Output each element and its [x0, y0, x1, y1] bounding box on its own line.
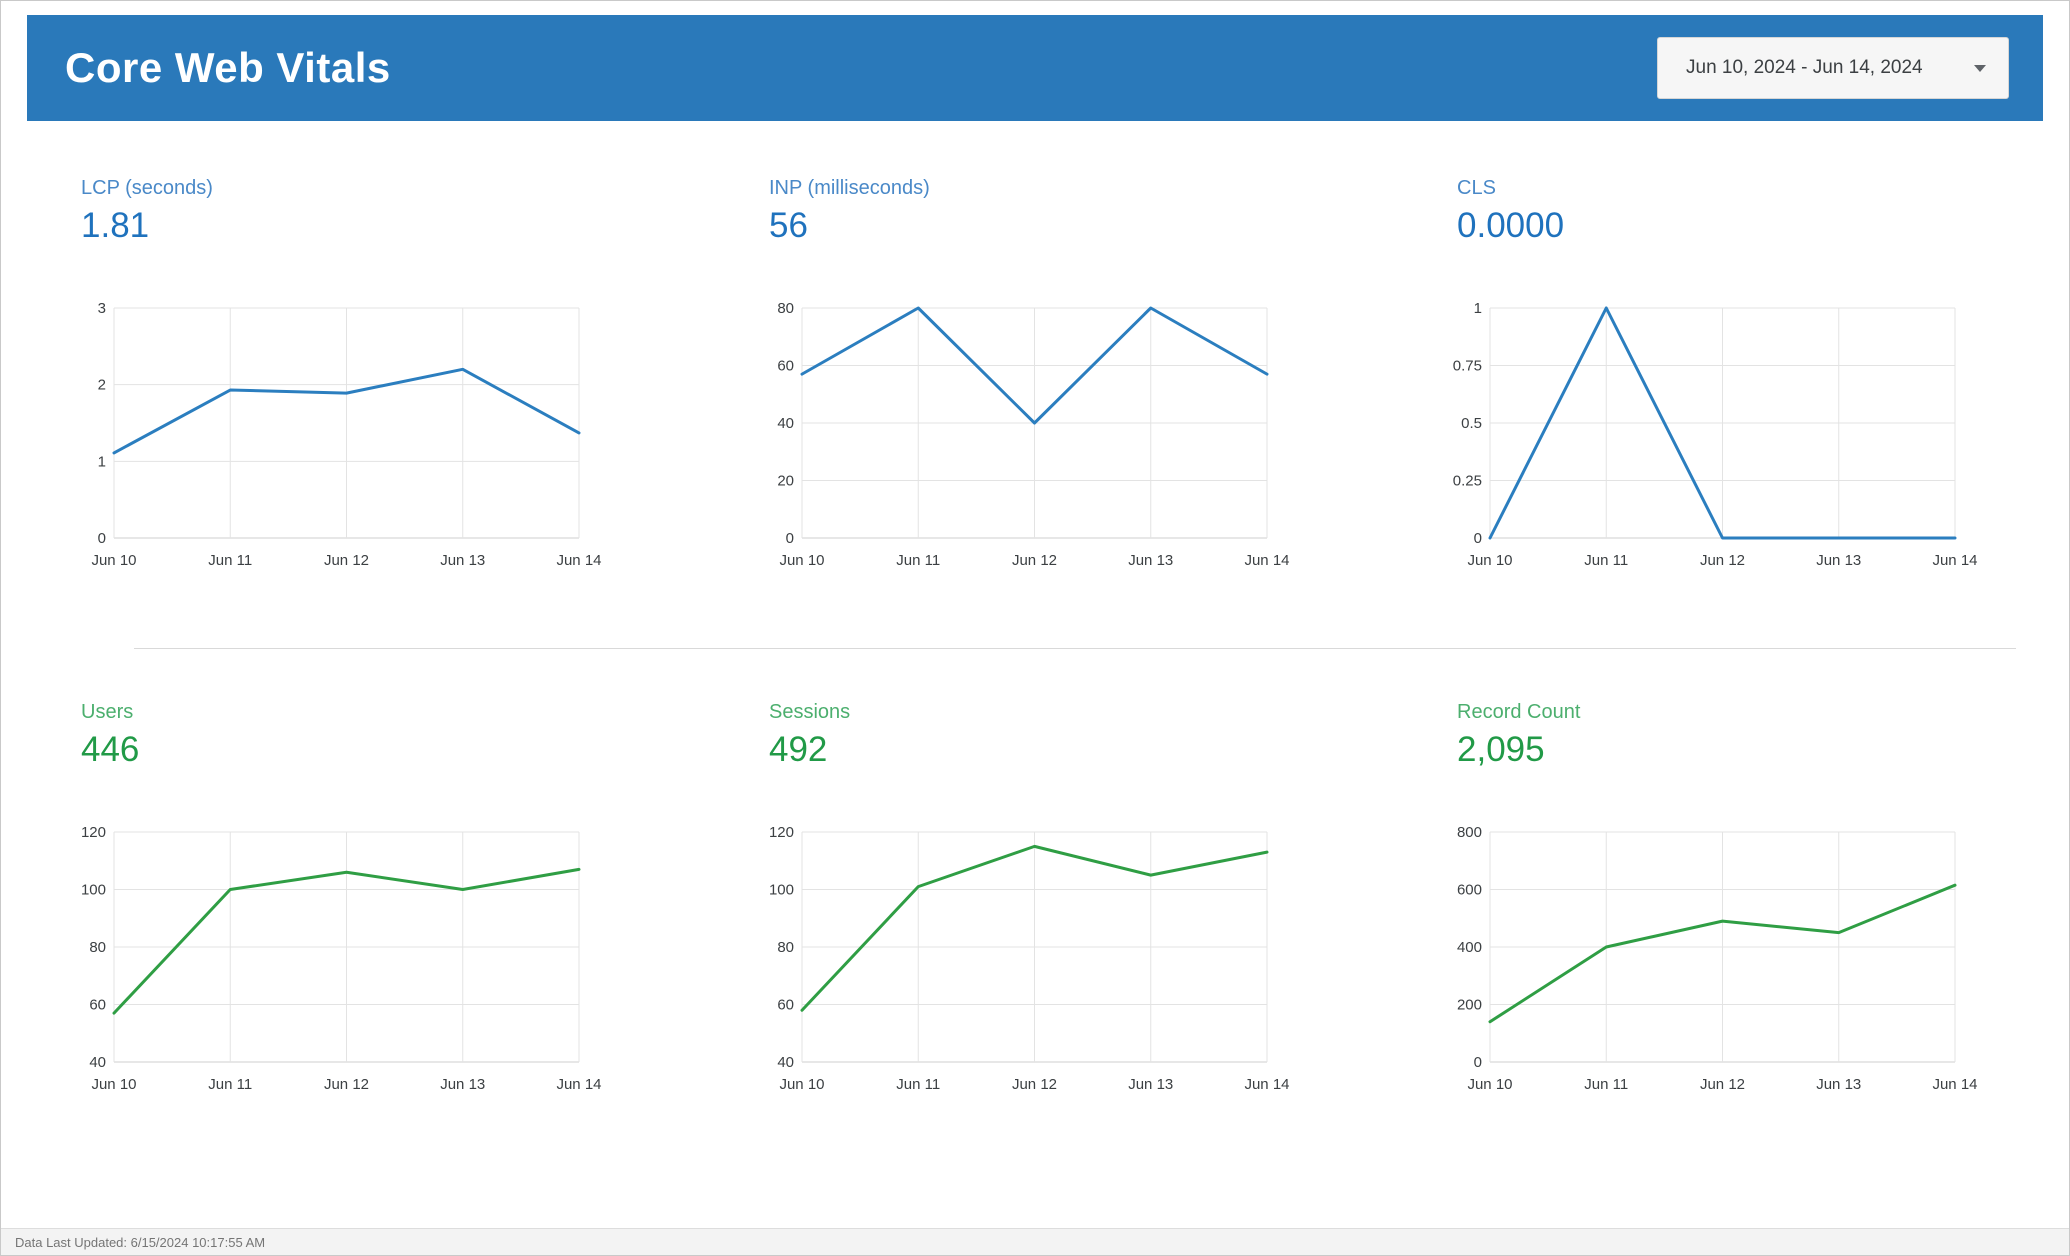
svg-text:Jun 10: Jun 10: [779, 1076, 824, 1093]
metric-value: 1.81: [81, 206, 150, 245]
sessions-chart: 40 60 80 100 120 Jun 10 Jun 11 Jun 12 Jun 13 Jun …: [757, 824, 1457, 1102]
scorecard-record-count: Record Count 2,095 0 200 400 600 800 Jun 10 Ju…: [1457, 701, 2069, 1102]
svg-text:40: 40: [777, 1054, 794, 1071]
metric-value: 446: [81, 730, 140, 769]
svg-text:Jun 13: Jun 13: [1816, 1076, 1861, 1093]
row-usage-metrics: Users 446 40 60 80 100 120 Jun 10 Jun 11 Jun 12…: [81, 701, 2069, 1102]
cls-chart: 0 0.25 0.5 0.75 1 Jun 10 Jun 11 Jun 12 Jun 13 Jun…: [1445, 300, 2069, 578]
svg-text:60: 60: [777, 358, 794, 375]
svg-text:Jun 14: Jun 14: [1932, 552, 1977, 569]
svg-text:Jun 11: Jun 11: [208, 1076, 252, 1093]
svg-text:Jun 14: Jun 14: [1244, 552, 1289, 569]
svg-text:Jun 14: Jun 14: [556, 552, 601, 569]
page-title: Core Web Vitals: [65, 44, 391, 91]
svg-text:Jun 10: Jun 10: [1467, 552, 1512, 569]
svg-text:1: 1: [98, 453, 106, 470]
metric-label: Users: [81, 701, 134, 723]
scorecard-sessions: Sessions 492 40 60 80 100 120 Jun 10 Jun 11 Jun…: [769, 701, 1457, 1102]
metric-label: LCP (seconds): [81, 177, 213, 199]
svg-text:Jun 14: Jun 14: [1244, 1076, 1289, 1093]
svg-text:0: 0: [786, 530, 794, 547]
svg-text:0.75: 0.75: [1453, 358, 1482, 375]
svg-text:Jun 11: Jun 11: [896, 552, 940, 569]
data-last-updated: Data Last Updated: 6/15/2024 10:17:55 AM: [15, 1234, 266, 1250]
svg-text:Jun 12: Jun 12: [324, 552, 369, 569]
svg-text:60: 60: [89, 997, 106, 1014]
svg-text:60: 60: [777, 997, 794, 1014]
svg-text:3: 3: [98, 300, 106, 317]
report-body: LCP (seconds) 1.81 0 1 2 3 Jun 10 Jun 11 Jun 1…: [1, 177, 2069, 1102]
svg-text:Jun 11: Jun 11: [208, 552, 252, 569]
svg-text:0: 0: [1474, 1054, 1482, 1071]
svg-text:Jun 12: Jun 12: [1012, 1076, 1057, 1093]
svg-text:Jun 13: Jun 13: [1816, 552, 1861, 569]
svg-text:40: 40: [777, 415, 794, 432]
report-header: Core Web Vitals Jun 10, 2024 - Jun 14, 2…: [27, 15, 2043, 121]
scorecard-lcp: LCP (seconds) 1.81 0 1 2 3 Jun 10 Jun 11 Jun 1…: [81, 177, 769, 578]
svg-text:2: 2: [98, 377, 106, 394]
svg-text:Jun 12: Jun 12: [1012, 552, 1057, 569]
metric-label: CLS: [1457, 177, 1496, 199]
svg-text:80: 80: [777, 939, 794, 956]
svg-text:Jun 13: Jun 13: [1128, 1076, 1173, 1093]
scorecard-cls: CLS 0.0000 0 0.25 0.5 0.75 1 Jun 10 Jun 11 Jun …: [1453, 177, 2069, 578]
report-footer: Data Last Updated: 6/15/2024 10:17:55 AM: [1, 1228, 2069, 1255]
svg-text:400: 400: [1457, 939, 1482, 956]
svg-text:Jun 11: Jun 11: [1584, 1076, 1628, 1093]
svg-text:Jun 11: Jun 11: [1584, 552, 1628, 569]
svg-text:Jun 10: Jun 10: [1467, 1076, 1512, 1093]
users-chart: 40 60 80 100 120 Jun 10 Jun 11 Jun 12 Jun 13 Jun …: [69, 824, 769, 1102]
row-divider: [134, 648, 2016, 649]
svg-text:Jun 14: Jun 14: [1932, 1076, 1977, 1093]
lcp-chart: 0 1 2 3 Jun 10 Jun 11 Jun 12 Jun 13 Jun 14: [69, 300, 769, 578]
svg-text:20: 20: [777, 473, 794, 490]
svg-text:0: 0: [1474, 530, 1482, 547]
inp-chart: 0 20 40 60 80 Jun 10 Jun 11 Jun 12 Jun 13 Jun 14: [757, 300, 1457, 578]
chevron-down-icon: [1974, 64, 1986, 72]
svg-text:100: 100: [81, 882, 106, 899]
scorecard-inp: INP (milliseconds) 56 0 20 40 60 80 Jun 10 Jun…: [769, 177, 1457, 578]
svg-text:Jun 10: Jun 10: [779, 552, 824, 569]
svg-text:Jun 12: Jun 12: [324, 1076, 369, 1093]
svg-text:800: 800: [1457, 824, 1482, 841]
metric-value: 492: [769, 730, 828, 769]
svg-text:120: 120: [769, 824, 794, 841]
date-range-picker[interactable]: Jun 10, 2024 - Jun 14, 2024: [1657, 37, 2009, 99]
svg-text:Jun 12: Jun 12: [1700, 552, 1745, 569]
svg-text:Jun 11: Jun 11: [896, 1076, 940, 1093]
metric-label: INP (milliseconds): [769, 177, 930, 199]
svg-text:Jun 13: Jun 13: [1128, 552, 1173, 569]
svg-text:600: 600: [1457, 882, 1482, 899]
svg-text:Jun 12: Jun 12: [1700, 1076, 1745, 1093]
metric-value: 0.0000: [1457, 206, 1565, 245]
svg-text:0.5: 0.5: [1461, 415, 1482, 432]
svg-text:Jun 14: Jun 14: [556, 1076, 601, 1093]
row-core-vitals: LCP (seconds) 1.81 0 1 2 3 Jun 10 Jun 11 Jun 1…: [81, 177, 2069, 578]
svg-text:Jun 10: Jun 10: [91, 1076, 136, 1093]
svg-text:120: 120: [81, 824, 106, 841]
svg-text:Jun 13: Jun 13: [440, 552, 485, 569]
metric-label: Record Count: [1457, 701, 1581, 723]
svg-text:80: 80: [89, 939, 106, 956]
svg-text:40: 40: [89, 1054, 106, 1071]
date-range-value: Jun 10, 2024 - Jun 14, 2024: [1686, 57, 1923, 78]
metric-label: Sessions: [769, 701, 851, 723]
svg-text:1: 1: [1474, 300, 1482, 317]
svg-text:80: 80: [777, 300, 794, 317]
scorecard-users: Users 446 40 60 80 100 120 Jun 10 Jun 11 Jun 12…: [81, 701, 769, 1102]
metric-value: 56: [769, 206, 808, 245]
svg-text:0: 0: [98, 530, 106, 547]
svg-text:Jun 10: Jun 10: [91, 552, 136, 569]
svg-text:200: 200: [1457, 997, 1482, 1014]
svg-text:Jun 13: Jun 13: [440, 1076, 485, 1093]
svg-text:0.25: 0.25: [1453, 473, 1482, 490]
svg-text:100: 100: [769, 882, 794, 899]
record-count-chart: 0 200 400 600 800 Jun 10 Jun 11 Jun 12 Jun 13 Jun…: [1445, 824, 2069, 1102]
metric-value: 2,095: [1457, 730, 1545, 769]
